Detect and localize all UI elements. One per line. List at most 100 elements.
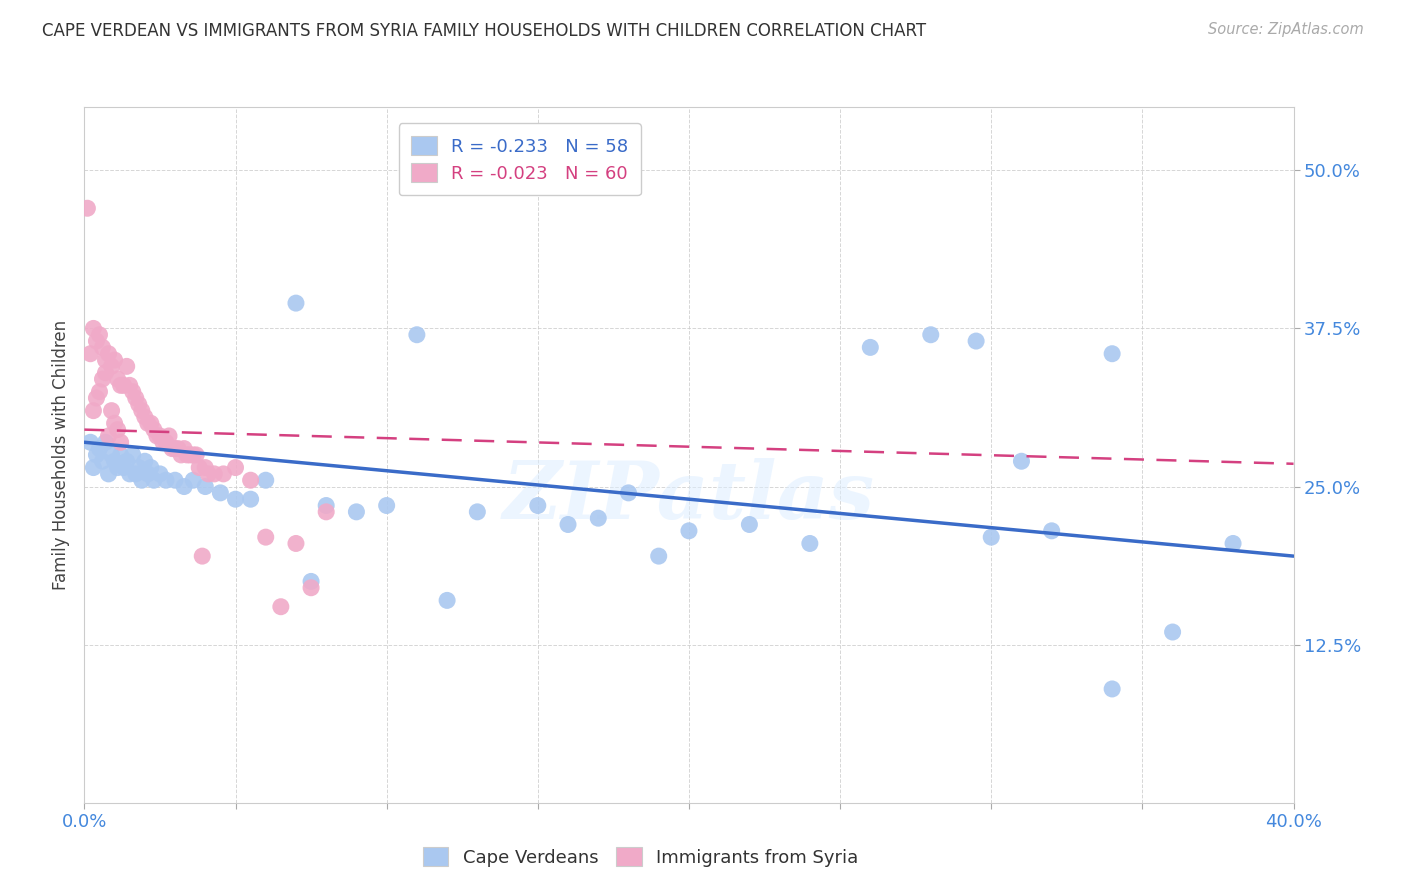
Text: CAPE VERDEAN VS IMMIGRANTS FROM SYRIA FAMILY HOUSEHOLDS WITH CHILDREN CORRELATIO: CAPE VERDEAN VS IMMIGRANTS FROM SYRIA FA… — [42, 22, 927, 40]
Point — [346, 505, 368, 519]
Point — [149, 429, 172, 443]
Point — [738, 517, 761, 532]
Point — [239, 492, 262, 507]
Point — [107, 460, 129, 475]
Point — [406, 327, 429, 342]
Point — [91, 454, 114, 468]
Point — [125, 391, 148, 405]
Point — [1222, 536, 1244, 550]
Point — [155, 435, 177, 450]
Point — [202, 467, 225, 481]
Point — [467, 505, 489, 519]
Point — [104, 417, 127, 431]
Point — [79, 435, 101, 450]
Point — [94, 353, 117, 368]
Point — [254, 530, 277, 544]
Point — [82, 321, 104, 335]
Point — [179, 448, 201, 462]
Point — [239, 473, 262, 487]
Point — [173, 479, 195, 493]
Y-axis label: Family Households with Children: Family Households with Children — [52, 320, 70, 590]
Point — [118, 378, 141, 392]
Point — [131, 473, 153, 487]
Legend: Cape Verdeans, Immigrants from Syria: Cape Verdeans, Immigrants from Syria — [416, 839, 866, 874]
Point — [315, 505, 337, 519]
Point — [107, 372, 129, 386]
Point — [209, 486, 232, 500]
Point — [134, 409, 156, 424]
Point — [104, 353, 127, 368]
Point — [225, 460, 247, 475]
Point — [678, 524, 700, 538]
Point — [212, 467, 235, 481]
Point — [128, 397, 150, 411]
Point — [136, 417, 159, 431]
Point — [170, 448, 193, 462]
Point — [79, 347, 101, 361]
Point — [136, 467, 159, 481]
Point — [315, 499, 337, 513]
Point — [1101, 681, 1123, 696]
Point — [155, 473, 177, 487]
Point — [284, 536, 308, 550]
Text: ZIPatlas: ZIPatlas — [503, 458, 875, 535]
Point — [131, 403, 153, 417]
Point — [121, 448, 143, 462]
Point — [115, 359, 138, 374]
Point — [89, 384, 111, 399]
Point — [173, 442, 195, 456]
Point — [197, 467, 219, 481]
Point — [149, 467, 172, 481]
Point — [112, 378, 135, 392]
Point — [142, 473, 165, 487]
Point — [163, 473, 186, 487]
Point — [1040, 524, 1063, 538]
Point — [94, 435, 117, 450]
Point — [186, 448, 208, 462]
Point — [112, 460, 135, 475]
Point — [254, 473, 277, 487]
Point — [375, 499, 398, 513]
Text: Source: ZipAtlas.com: Source: ZipAtlas.com — [1208, 22, 1364, 37]
Point — [270, 599, 292, 614]
Point — [89, 327, 111, 342]
Point — [94, 366, 117, 380]
Point — [526, 499, 548, 513]
Point — [284, 296, 308, 310]
Point — [1010, 454, 1032, 468]
Point — [139, 460, 162, 475]
Point — [128, 460, 150, 475]
Point — [97, 347, 120, 361]
Point — [557, 517, 579, 532]
Point — [188, 460, 211, 475]
Point — [588, 511, 610, 525]
Point — [76, 201, 98, 215]
Point — [920, 327, 942, 342]
Point — [82, 403, 104, 417]
Point — [97, 429, 120, 443]
Point — [146, 429, 169, 443]
Point — [160, 442, 183, 456]
Point — [1161, 625, 1184, 640]
Point — [86, 391, 108, 405]
Point — [191, 549, 214, 563]
Point — [100, 448, 122, 462]
Point — [617, 486, 640, 500]
Point — [225, 492, 247, 507]
Point — [1101, 347, 1123, 361]
Point — [194, 460, 217, 475]
Point — [97, 467, 120, 481]
Point — [115, 454, 138, 468]
Point — [118, 467, 141, 481]
Point — [436, 593, 458, 607]
Point — [152, 435, 174, 450]
Point — [167, 442, 190, 456]
Point — [965, 334, 987, 348]
Point — [110, 448, 132, 462]
Point — [110, 435, 132, 450]
Point — [86, 334, 108, 348]
Point — [176, 448, 198, 462]
Point — [299, 581, 322, 595]
Point — [82, 460, 104, 475]
Point — [181, 448, 204, 462]
